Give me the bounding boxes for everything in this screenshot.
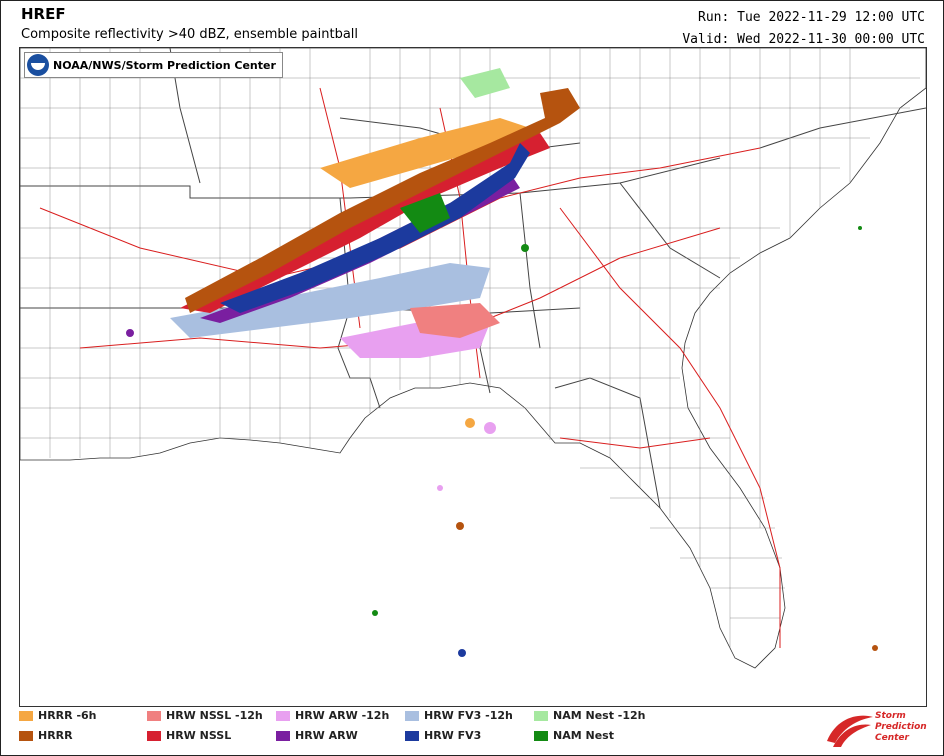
run-info: Run: Tue 2022-11-29 12:00 UTC Valid: Wed…	[682, 7, 925, 51]
legend-label: HRW FV3	[424, 729, 482, 742]
legend: HRRR -6h HRRR HRW NSSL -12h HRW NSSL HRW…	[19, 705, 819, 755]
swath-hrw-fv3	[220, 143, 530, 313]
legend-swatch	[19, 730, 33, 741]
legend-item-hrw-arw: HRW ARW	[276, 729, 358, 742]
map-panel: NOAA/NWS/Storm Prediction Center	[19, 47, 927, 707]
border-11	[554, 377, 661, 509]
legend-label: HRW ARW -12h	[295, 709, 390, 722]
map-canvas	[20, 48, 926, 669]
cell-6	[437, 485, 443, 491]
cell-3	[456, 522, 464, 530]
cell-7	[126, 329, 134, 337]
swath-hrrr	[185, 88, 580, 313]
spc-line-2: Prediction	[875, 722, 927, 732]
legend-item-hrw-nssl-12h: HRW NSSL -12h	[147, 709, 263, 722]
highway-6	[559, 437, 711, 449]
reflectivity-swaths	[126, 68, 878, 657]
legend-item-hrw-fv3-12h: HRW FV3 -12h	[405, 709, 513, 722]
legend-label: HRW NSSL	[166, 729, 232, 742]
legend-label: HRW FV3 -12h	[424, 709, 513, 722]
run-time: Run: Tue 2022-11-29 12:00 UTC	[698, 10, 925, 25]
swath-fv3-12h	[170, 263, 490, 338]
cell-10	[872, 645, 878, 651]
noaa-badge: NOAA/NWS/Storm Prediction Center	[24, 52, 283, 78]
cell-8	[521, 244, 529, 252]
legend-label: HRW ARW	[295, 729, 358, 742]
legend-label: HRRR -6h	[38, 709, 97, 722]
legend-swatch	[276, 730, 290, 741]
swath-namnest-12h	[460, 68, 510, 98]
spc-logo: Storm Prediction Center	[823, 707, 933, 751]
legend-label: NAM Nest	[553, 729, 614, 742]
spc-name: Storm Prediction Center	[875, 711, 927, 744]
cell-4	[458, 649, 466, 657]
legend-item-hrrr-6h: HRRR -6h	[19, 709, 97, 722]
noaa-logo-icon	[27, 54, 49, 76]
legend-swatch	[276, 710, 290, 721]
cell-5	[372, 610, 378, 616]
legend-item-hrw-fv3: HRW FV3	[405, 729, 481, 742]
badge-text: NOAA/NWS/Storm Prediction Center	[53, 58, 276, 72]
product-subtitle: Composite reflectivity >40 dBZ, ensemble…	[21, 27, 359, 42]
legend-item-nam-nest: NAM Nest	[534, 729, 614, 742]
legend-item-hrw-arw-12h: HRW ARW -12h	[276, 709, 389, 722]
swath-nssl-12h	[410, 303, 500, 338]
legend-label: NAM Nest -12h	[553, 709, 646, 722]
swath-hrrr-6h	[320, 118, 530, 188]
cell-2	[484, 422, 496, 434]
legend-swatch	[405, 730, 419, 741]
valid-time: Valid: Wed 2022-11-30 00:00 UTC	[682, 32, 925, 47]
legend-swatch	[147, 730, 161, 741]
cell-1	[465, 418, 475, 428]
legend-item-hrw-nssl: HRW NSSL	[147, 729, 231, 742]
legend-swatch	[534, 730, 548, 741]
legend-label: HRRR	[38, 729, 73, 742]
spc-line-3: Center	[875, 733, 909, 743]
legend-item-hrrr: HRRR	[19, 729, 73, 742]
legend-swatch	[534, 710, 548, 721]
product-title: HREF	[21, 5, 66, 23]
legend-label: HRW NSSL -12h	[166, 709, 263, 722]
legend-swatch	[405, 710, 419, 721]
spc-line-1: Storm	[875, 711, 906, 721]
swath-nam-nest	[400, 193, 450, 233]
legend-swatch	[19, 710, 33, 721]
legend-swatch	[147, 710, 161, 721]
cell-9	[858, 226, 862, 230]
legend-item-nam-nest-12h: NAM Nest -12h	[534, 709, 646, 722]
spc-swoosh-icon	[827, 715, 873, 747]
highway-4	[559, 207, 781, 648]
